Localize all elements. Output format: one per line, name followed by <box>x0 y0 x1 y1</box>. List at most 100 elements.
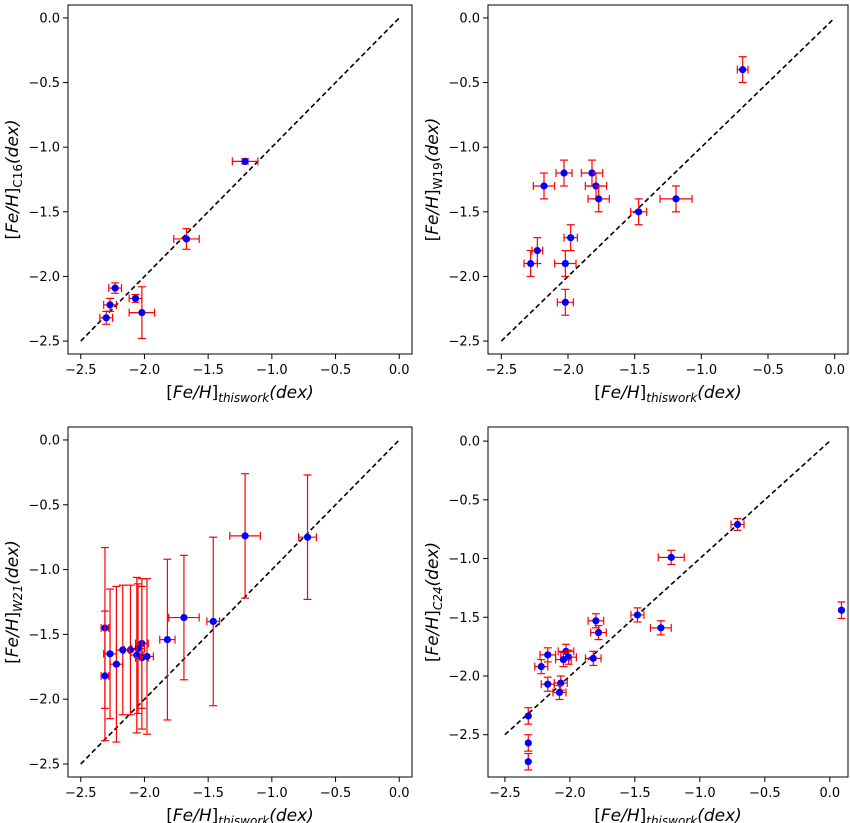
data-point-group <box>128 286 156 340</box>
one-to-one-line <box>80 17 400 342</box>
panel-c24: −2.5 −2.0 −1.5 −1.0 −0.5 0.0 −2.5 −2.0 −1.5 −1.0 −… <box>423 426 849 823</box>
x-tick-label: −0.5 <box>320 363 352 378</box>
data-point <box>111 284 119 292</box>
plot-frame <box>67 426 413 778</box>
data-point <box>180 613 188 622</box>
panel-w21: −2.5 −2.0 −1.5 −1.0 −0.5 0.0 −2.5 −2.0 −1.5 −1.0 −… <box>3 426 413 823</box>
data-point <box>555 688 564 697</box>
x-axis-label-subscript: thiswork <box>646 391 698 405</box>
one-to-one-line <box>500 17 836 342</box>
data-point <box>101 672 109 680</box>
data-point-group <box>128 293 143 303</box>
y-axis-label-subscript: W19 <box>431 162 445 189</box>
data-point <box>561 259 569 268</box>
data-point-group <box>563 224 578 252</box>
data-point <box>595 195 603 203</box>
data-point <box>112 660 121 668</box>
data-point-group <box>168 554 200 681</box>
data-point <box>540 182 548 190</box>
data-point-group <box>99 310 114 325</box>
y-tick-label: −1.5 <box>28 628 60 643</box>
data-point <box>533 246 541 255</box>
data-point <box>119 646 127 654</box>
x-tick-label: −2.0 <box>129 786 161 801</box>
data-point-group <box>557 643 575 659</box>
y-axis-label: [Fe/H]W19(dex) <box>423 118 445 242</box>
data-point-group <box>552 684 567 701</box>
data-point-group <box>100 610 110 742</box>
data-point-group <box>649 620 672 636</box>
x-axis-label-subscript: thiswork <box>218 814 270 823</box>
data-point <box>544 680 552 688</box>
data-point-group <box>229 473 261 599</box>
data-point-group <box>730 518 745 531</box>
data-point <box>592 617 600 625</box>
data-point-group <box>630 607 645 623</box>
data-point-group <box>837 601 846 620</box>
data-point-group <box>736 56 749 84</box>
x-tick-label: −1.5 <box>619 786 651 801</box>
data-point-group <box>532 172 556 200</box>
y-axis-label: [Fe/H]C24(dex) <box>423 542 445 662</box>
data-point-group <box>534 658 549 675</box>
data-point-group <box>159 558 176 721</box>
data-point <box>163 635 171 644</box>
data-point <box>527 259 535 268</box>
data-point <box>567 234 575 242</box>
data-point-group <box>590 624 607 641</box>
y-axis-label: [Fe/H]C16(dex) <box>3 119 25 239</box>
data-point <box>544 651 552 659</box>
data-point <box>106 301 114 309</box>
data-point-group <box>103 297 118 312</box>
x-tick-label: −2.5 <box>65 363 97 378</box>
data-point <box>562 647 570 655</box>
data-point <box>241 157 249 166</box>
data-point-group <box>524 707 533 725</box>
y-tick-label: −0.5 <box>448 76 480 91</box>
x-tick-label: −1.5 <box>192 786 224 801</box>
y-axis-label-subscript: W21 <box>11 585 25 612</box>
x-tick-label: 0.0 <box>389 363 410 378</box>
data-point-group <box>524 752 533 771</box>
data-point-group <box>108 282 123 294</box>
data-point-group <box>554 651 572 668</box>
data-point <box>657 624 665 632</box>
x-tick-label: −1.0 <box>684 786 716 801</box>
data-point <box>524 758 532 766</box>
data-point <box>134 645 142 653</box>
plot-frame <box>67 4 413 355</box>
data-point <box>837 606 846 614</box>
x-axis-label: [Fe/H]thiswork(dex) <box>594 383 742 405</box>
y-tick-label: −0.5 <box>28 498 60 513</box>
data-point-group <box>554 249 577 278</box>
plot-frame <box>487 426 849 778</box>
data-point-group <box>657 549 685 566</box>
data-point <box>733 520 742 529</box>
x-tick-label: −2.5 <box>65 786 97 801</box>
data-point <box>524 739 532 747</box>
y-tick-label: −2.5 <box>28 758 60 773</box>
y-tick-label: −1.0 <box>28 563 60 578</box>
data-point <box>143 652 151 661</box>
y-tick-label: −2.0 <box>28 693 60 708</box>
x-tick-label: −1.5 <box>192 363 224 378</box>
data-point-group <box>524 734 533 752</box>
x-tick-label: −0.5 <box>749 786 781 801</box>
data-point <box>524 712 532 720</box>
data-point <box>667 553 675 561</box>
x-tick-label: −1.0 <box>256 363 288 378</box>
data-point <box>209 617 217 626</box>
panel-w19: −2.5 −2.0 −1.5 −1.0 −0.5 0.0 −2.5 −2.0 −1.5 −1.0 −… <box>423 4 849 405</box>
data-point-group <box>556 288 574 316</box>
data-point-group <box>553 675 568 691</box>
data-point <box>559 655 567 664</box>
data-point <box>672 195 680 203</box>
y-tick-label: −0.5 <box>448 493 480 508</box>
y-tick-label: 0.0 <box>39 11 60 26</box>
y-tick-label: −1.5 <box>448 205 480 220</box>
data-point-group <box>584 650 602 667</box>
data-point <box>589 654 597 662</box>
data-point <box>106 650 114 658</box>
one-to-one-line <box>80 439 400 765</box>
data-point-group <box>298 474 318 601</box>
